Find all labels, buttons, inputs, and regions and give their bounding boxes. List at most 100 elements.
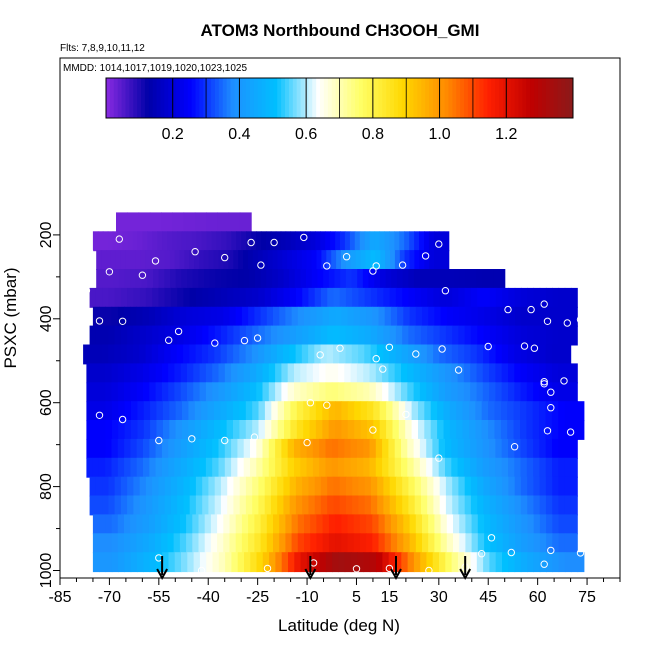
heatmap-cell xyxy=(294,438,301,459)
heatmap-cell xyxy=(291,533,299,554)
heatmap-cell xyxy=(254,533,262,554)
heatmap-cell xyxy=(502,287,510,308)
heatmap-cell xyxy=(233,476,241,497)
observation-point xyxy=(547,546,555,555)
heatmap-cell xyxy=(333,344,340,365)
heatmap-cell xyxy=(132,231,138,252)
heatmap-cell xyxy=(465,269,472,289)
heatmap-cell xyxy=(213,420,221,440)
heatmap-cell xyxy=(477,306,485,327)
heatmap-cell xyxy=(139,344,147,365)
heatmap-cell xyxy=(98,363,106,384)
heatmap-cell xyxy=(496,514,504,535)
observation-point xyxy=(543,427,552,435)
heatmap-cell xyxy=(233,287,241,308)
heatmap-cell xyxy=(300,269,307,289)
heatmap-cell xyxy=(358,287,366,308)
colorbar-swatch xyxy=(121,78,126,118)
heatmap-cell xyxy=(527,514,535,535)
heatmap-cell xyxy=(514,363,522,384)
heatmap-cell xyxy=(239,212,252,233)
heatmap-cell xyxy=(155,457,163,478)
colorbar-swatch xyxy=(569,78,574,118)
heatmap-cell xyxy=(508,476,516,497)
colorbar-swatch xyxy=(164,78,169,118)
heatmap-cell xyxy=(333,476,341,497)
heatmap-cell xyxy=(161,382,169,403)
heatmap-cell xyxy=(89,495,97,516)
heatmap-cell xyxy=(432,552,440,573)
heatmap-cell xyxy=(364,476,372,497)
heatmap-cell xyxy=(117,306,125,327)
heatmap-cell xyxy=(139,325,147,346)
heatmap-cell xyxy=(364,495,372,516)
heatmap-cell xyxy=(501,438,509,459)
heatmap-cell xyxy=(312,457,320,478)
heatmap-cell xyxy=(350,250,357,270)
heatmap-cell xyxy=(545,401,553,422)
heatmap-cell xyxy=(403,514,411,535)
heatmap-cell xyxy=(440,533,448,554)
heatmap-cell xyxy=(233,495,241,516)
heatmap-cell xyxy=(436,269,443,289)
heatmap-cell xyxy=(142,231,148,252)
heatmap-cell xyxy=(564,363,572,384)
heatmap-cell xyxy=(97,231,104,252)
heatmap-cell xyxy=(179,306,187,327)
heatmap-cell xyxy=(533,552,541,573)
heatmap-cell xyxy=(489,363,496,384)
heatmap-cell xyxy=(164,269,171,289)
heatmap-cell xyxy=(445,363,452,384)
heatmap-cell xyxy=(564,495,572,516)
x-tick-label: 75 xyxy=(578,589,596,606)
heatmap-cell xyxy=(300,552,308,573)
heatmap-cell xyxy=(439,287,447,308)
heatmap-cell xyxy=(552,457,559,478)
heatmap-cell xyxy=(449,401,457,422)
heatmap-cell xyxy=(476,552,484,573)
heatmap-cell xyxy=(294,552,302,573)
heatmap-cell xyxy=(411,420,419,440)
heatmap-cell xyxy=(475,401,483,422)
heatmap-cell xyxy=(426,457,434,478)
colorbar-swatch xyxy=(265,78,270,118)
heatmap-cell xyxy=(356,363,364,384)
heatmap-cell xyxy=(260,533,268,554)
colorbar-swatch xyxy=(518,78,523,118)
heatmap-cell xyxy=(401,438,408,459)
heatmap-cell xyxy=(521,306,529,327)
colorbar-swatch xyxy=(137,78,142,118)
heatmap-cell xyxy=(187,457,194,478)
colorbar-swatch xyxy=(133,78,138,118)
observation-point xyxy=(323,262,331,270)
heatmap-cell xyxy=(514,495,522,516)
heatmap-cell xyxy=(108,344,115,365)
heatmap-cell xyxy=(179,514,187,535)
heatmap-cell xyxy=(248,514,255,535)
heatmap-cell xyxy=(377,287,385,308)
colorbar-swatch xyxy=(355,78,360,118)
heatmap-cell xyxy=(341,250,347,270)
heatmap-cell xyxy=(207,401,215,422)
heatmap-cell xyxy=(533,476,541,497)
heatmap-cell xyxy=(564,476,572,497)
observation-point xyxy=(174,327,183,336)
heatmap-cell xyxy=(409,250,415,270)
heatmap-cell xyxy=(220,495,228,516)
heatmap-cell xyxy=(239,325,247,346)
heatmap-cell xyxy=(217,533,224,554)
heatmap-cell xyxy=(383,325,391,346)
heatmap-cell xyxy=(386,420,394,440)
heatmap-cell xyxy=(405,420,413,440)
heatmap-cell xyxy=(158,476,166,497)
heatmap-cell xyxy=(508,495,516,516)
heatmap-cell xyxy=(208,325,216,346)
colorbar-swatch xyxy=(156,78,161,118)
heatmap-cell xyxy=(402,476,410,497)
heatmap-cell xyxy=(316,533,324,554)
colorbar-swatch xyxy=(172,78,177,118)
colorbar-swatch xyxy=(487,78,492,118)
heatmap-cell xyxy=(289,495,297,516)
heatmap-cell xyxy=(477,514,485,535)
